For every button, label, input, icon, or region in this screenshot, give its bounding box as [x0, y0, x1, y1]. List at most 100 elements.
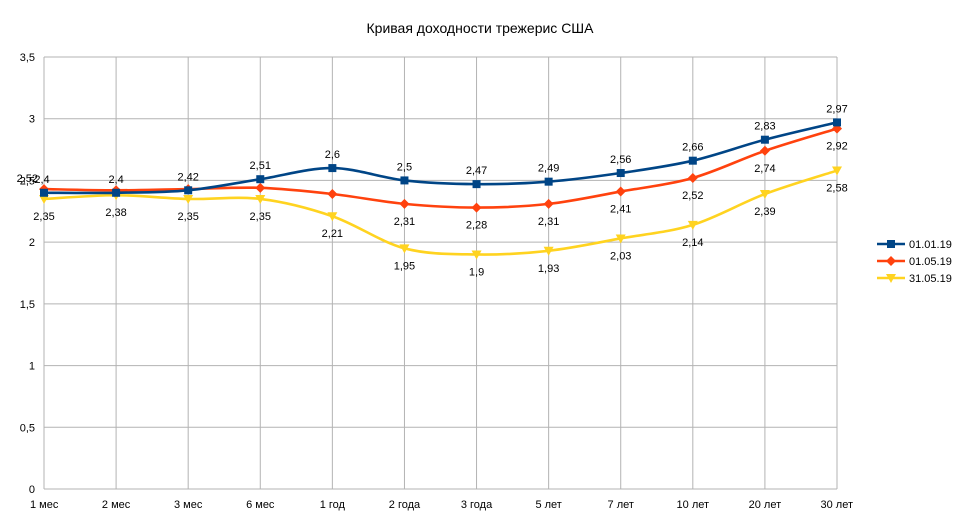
legend-label: 31.05.19 [909, 273, 952, 285]
series-01.01.19 [40, 118, 841, 197]
data-point [544, 177, 553, 186]
x-tick-label: 7 лет [608, 499, 634, 511]
x-tick-label: 20 лет [749, 499, 782, 511]
data-label: 2,35 [250, 211, 271, 223]
data-point [616, 169, 625, 178]
data-point [615, 234, 626, 244]
series-line [43, 127, 838, 209]
x-tick-label: 1 год [320, 499, 346, 511]
data-labels: 2,4 2,4 2,42 2,51 2,6 2,5 2,47 2,49 2,56 2,66 2,83… [17, 103, 848, 278]
data-point [688, 156, 697, 165]
legend-item: 01.05.19 [877, 256, 952, 268]
data-label: 2,28 [466, 220, 487, 232]
data-point [184, 186, 193, 195]
data-label: 2,03 [610, 250, 631, 262]
x-axis-ticks: 1 мес 2 мес 3 мес 6 мес 1 год 2 года 3 года 5 л… [30, 499, 853, 511]
x-tick-label: 3 мес [174, 499, 203, 511]
y-tick-label: 2 [29, 237, 35, 249]
legend-marker [886, 274, 896, 283]
legend-marker [887, 240, 895, 248]
data-point [760, 135, 769, 144]
data-label: 2,41 [610, 204, 631, 216]
data-label: 2,66 [682, 142, 703, 154]
legend-marker [886, 256, 896, 266]
data-point [400, 176, 409, 185]
data-point [112, 188, 121, 197]
data-label: 2,51 [250, 160, 271, 172]
data-point [759, 145, 770, 156]
data-point [471, 250, 482, 260]
data-label: 2,97 [826, 103, 847, 115]
x-tick-label: 10 лет [677, 499, 710, 511]
data-label: 2,56 [610, 154, 631, 166]
data-point [543, 246, 554, 256]
series-layer [39, 118, 842, 260]
data-point [255, 194, 266, 204]
series-01.05.19 [39, 123, 842, 213]
data-label: 1,95 [394, 260, 415, 272]
data-label: 1,9 [469, 266, 484, 278]
data-label: 2,35 [33, 211, 54, 223]
data-label: 2,38 [105, 207, 126, 219]
legend-item: 01.01.19 [877, 239, 952, 251]
y-axis-ticks: 0 0,5 1 1,5 2 2,5 3 3,5 [20, 52, 35, 496]
series-line [43, 121, 838, 195]
data-point [40, 188, 48, 197]
data-point [687, 172, 698, 183]
data-label: 2,49 [538, 163, 559, 175]
y-tick-label: 1,5 [20, 299, 35, 311]
data-label: 2,4 [34, 174, 49, 186]
x-tick-label: 30 лет [820, 499, 853, 511]
legend-item: 31.05.19 [877, 273, 952, 285]
data-label: 2,52 [682, 190, 703, 202]
data-label: 2,42 [177, 171, 198, 183]
series-line [43, 169, 838, 256]
data-point [39, 194, 49, 204]
data-label: 2,21 [322, 228, 343, 240]
legend-label: 01.05.19 [909, 256, 952, 268]
data-label: 2,58 [826, 183, 847, 195]
data-point [832, 166, 842, 176]
data-label: 2,35 [177, 211, 198, 223]
grid [43, 56, 838, 490]
data-label: 2,74 [754, 163, 775, 175]
data-point [255, 182, 266, 193]
y-tick-label: 0 [29, 484, 35, 496]
data-point [327, 189, 338, 200]
data-label: 2,31 [538, 216, 559, 228]
x-tick-label: 3 года [461, 499, 493, 511]
data-label: 2,6 [325, 149, 340, 161]
legend-label: 01.01.19 [909, 239, 952, 251]
data-point [399, 244, 410, 254]
y-tick-label: 0,5 [20, 422, 35, 434]
data-point [759, 190, 770, 200]
data-point [615, 186, 626, 197]
data-point [256, 175, 265, 184]
x-tick-label: 2 года [389, 499, 421, 511]
y-tick-label: 2,5 [20, 175, 35, 187]
data-point [471, 202, 482, 213]
chart-title: Кривая доходности трежерис США [367, 20, 595, 36]
data-point [399, 198, 410, 209]
data-point [327, 212, 338, 222]
x-tick-label: 5 лет [535, 499, 561, 511]
x-tick-label: 2 мес [102, 499, 131, 511]
data-point [183, 194, 194, 204]
data-point [472, 180, 481, 189]
x-tick-label: 1 мес [30, 499, 59, 511]
data-point [687, 220, 698, 230]
y-tick-label: 3 [29, 114, 35, 126]
data-label: 2,52 [17, 173, 38, 185]
data-label: 2,14 [682, 237, 703, 249]
y-tick-label: 1 [29, 361, 35, 373]
data-label: 2,47 [466, 165, 487, 177]
data-point [328, 164, 337, 173]
data-label: 2,31 [394, 216, 415, 228]
data-label: 1,93 [538, 263, 559, 275]
data-label: 2,4 [108, 174, 123, 186]
data-label: 2,83 [754, 121, 775, 133]
legend: 01.01.19 01.05.19 31.05.19 [877, 239, 952, 285]
data-label: 2,39 [754, 206, 775, 218]
y-tick-label: 3,5 [20, 52, 35, 64]
